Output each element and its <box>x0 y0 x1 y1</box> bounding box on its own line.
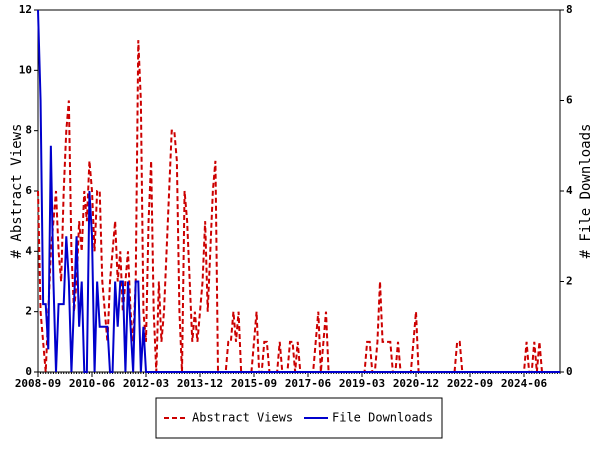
y-tick-label: 0 <box>25 365 32 378</box>
x-tick-label: 2015-09 <box>231 377 277 390</box>
x-tick-label: 2020-12 <box>393 377 439 390</box>
y-tick-label: 4 <box>25 244 32 257</box>
y-tick-label: 10 <box>19 63 32 76</box>
legend-box <box>155 397 443 439</box>
series-line <box>37 40 560 373</box>
y2-tick-label: 6 <box>566 94 573 107</box>
y-tick-label: 2 <box>25 305 32 318</box>
y-tick-label: 8 <box>25 124 32 137</box>
series-line <box>37 9 560 373</box>
x-tick-label: 2012-03 <box>123 377 169 390</box>
y2-axis-title: # File Downloads <box>578 124 594 259</box>
x-tick-label: 2024-06 <box>501 377 548 390</box>
y-axis-title: # Abstract Views <box>9 124 25 259</box>
x-tick-label: 2017-06 <box>285 377 332 390</box>
y-tick-label: 12 <box>19 3 32 16</box>
y2-tick-label: 4 <box>566 184 573 197</box>
legend-label: File Downloads <box>332 411 433 425</box>
legend-label: Abstract Views <box>192 411 293 425</box>
x-tick-label: 2022-09 <box>447 377 493 390</box>
x-tick-label: 2008-09 <box>15 377 61 390</box>
y2-tick-label: 2 <box>566 275 573 288</box>
y-tick-label: 6 <box>25 184 32 197</box>
x-tick-label: 2013-12 <box>177 377 223 390</box>
x-tick-label: 2010-06 <box>69 377 116 390</box>
x-tick-label: 2019-03 <box>339 377 385 390</box>
y2-tick-label: 0 <box>566 365 573 378</box>
y2-tick-label: 8 <box>566 3 573 16</box>
